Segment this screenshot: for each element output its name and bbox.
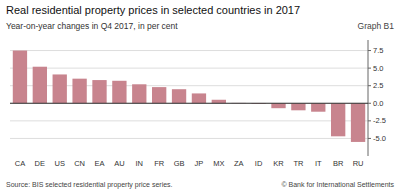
x-tick-label: TR [293, 159, 304, 168]
grid-line [10, 103, 368, 104]
bar [72, 79, 86, 104]
x-tick-label: ZA [234, 159, 244, 168]
x-tick-label: CA [15, 159, 25, 168]
x-tick-label: IT [315, 159, 322, 168]
bar [212, 100, 226, 104]
bar [331, 103, 345, 136]
y-axis: -5.0 -2.5 0.0 2.5 5.0 7.5 [368, 40, 386, 156]
bar [13, 51, 27, 104]
chart: Real residential property prices in sele… [0, 0, 400, 191]
y-tick-label: 7.5 [373, 46, 383, 55]
title: Real residential property prices in sele… [6, 4, 300, 16]
x-tick-label: CN [74, 159, 85, 168]
x-tick-label: DE [35, 159, 45, 168]
source: Source: BIS selected residential propert… [6, 181, 173, 189]
copyright: © Bank for International Settlements [281, 181, 394, 188]
bar [291, 103, 305, 110]
bar [92, 80, 106, 103]
grid [10, 51, 368, 139]
grid-line [10, 50, 368, 51]
x-tick-label: US [55, 159, 65, 168]
y-tick-label: 0.0 [373, 99, 383, 108]
x-axis: CA DE US CN EA AU IN FR GB JP MX ZA ID KR TR IT BR RU [15, 159, 364, 168]
y-axis-line [368, 40, 369, 156]
subtitle: Year-on-year changes in Q4 2017, in per … [6, 21, 178, 31]
x-tick-label: IN [136, 159, 144, 168]
x-tick-label: FR [154, 159, 165, 168]
y-tick-label: -5.0 [373, 134, 386, 143]
y-tick-label: 5.0 [373, 64, 383, 73]
bar [271, 103, 285, 108]
x-tick-label: BR [333, 159, 344, 168]
x-tick-label: KR [273, 159, 284, 168]
bars [13, 51, 365, 142]
y-tick-label: 2.5 [373, 81, 383, 90]
bar [172, 89, 186, 103]
bar [132, 84, 146, 103]
bar [33, 67, 47, 104]
x-tick-label: JP [195, 159, 204, 168]
y-tick-label: -2.5 [373, 116, 386, 125]
grid-line [10, 120, 368, 121]
x-tick-label: ID [255, 159, 263, 168]
x-tick-label: AU [114, 159, 124, 168]
grid-line [10, 68, 368, 69]
grid-line [10, 138, 368, 139]
bar [53, 74, 67, 103]
x-tick-label: RU [353, 159, 364, 168]
bar [152, 87, 166, 103]
x-tick-label: GB [174, 159, 185, 168]
bar [311, 103, 325, 111]
zero-line [10, 103, 368, 104]
bar [192, 93, 206, 103]
bar [112, 81, 126, 103]
x-tick-label: MX [213, 159, 224, 168]
x-tick-label: EA [94, 159, 104, 168]
graph-label: Graph B1 [358, 21, 395, 31]
bar [351, 103, 365, 142]
